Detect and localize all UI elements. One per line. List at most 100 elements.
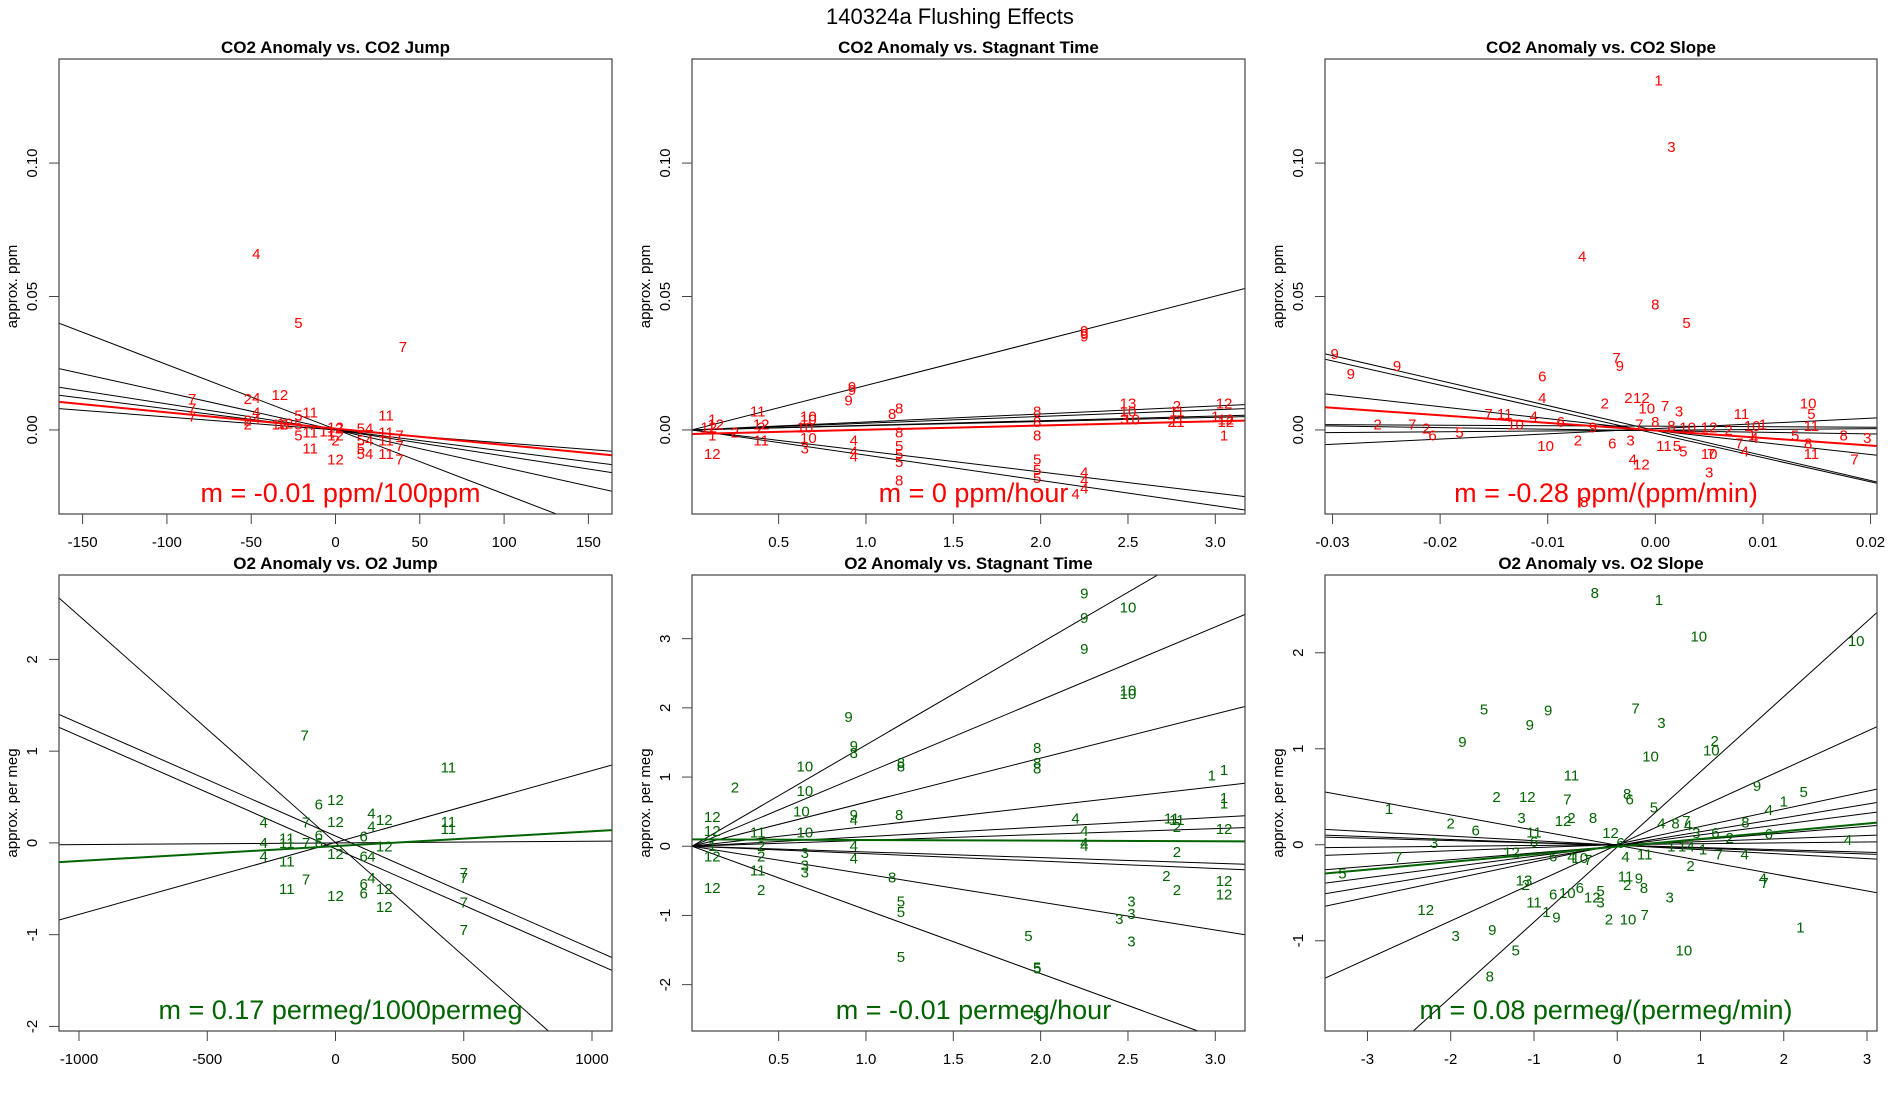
data-point-label: 8 [897,759,905,776]
data-point-label: 5 [895,438,903,455]
data-point-label: 5 [294,315,302,332]
data-point-label: 8 [888,406,896,423]
data-point-label: 9 [1080,326,1088,343]
data-point-label: 4 [850,433,858,450]
x-tick-label: 1.5 [943,534,964,551]
x-tick-label: 0.01 [1748,534,1777,551]
data-point-label: 4 [1071,811,1079,828]
data-point-label: 4 [252,390,260,407]
data-point-label: 5 [1033,959,1041,976]
cycle-fit-line [692,429,1245,511]
overall-fit-line [692,419,1245,435]
data-point-label: 8 [1651,297,1659,314]
cycle-fit-line [692,613,1245,847]
data-point-label: 5 [357,446,365,463]
x-tick-label: 1.0 [856,534,877,551]
data-point-label: 11 [441,814,457,831]
data-point-label: 8 [897,755,905,772]
data-point-label: 6 [360,876,368,893]
data-point-label: 12 [1633,390,1650,407]
data-point-label: 8 [1033,427,1041,444]
y-tick-label: 0.05 [24,282,41,311]
data-point-label: 7 [395,427,403,444]
y-axis-label: approx. ppm [637,245,654,328]
y-tick-label: -1 [1290,934,1307,947]
cycle-fit-line [1412,612,1877,1031]
overall-fit-line [1325,406,1877,447]
data-point-label: 12 [272,387,289,404]
data-point-label: 5 [1596,883,1604,900]
y-tick-label: 0.10 [1290,148,1307,177]
data-point-label: 4 [1657,816,1665,833]
data-point-label: 11 [279,835,295,852]
x-tick-label: -1000 [60,1051,98,1068]
x-tick-label: -0.03 [1315,534,1349,551]
data-point-label: 3 [1115,911,1123,928]
data-point-label: 6 [360,828,368,845]
data-point-label: 2 [1710,733,1718,750]
data-point-label: 11 [302,405,318,422]
data-point-label: 7 [1584,852,1592,869]
cycle-fit-line [1325,828,1877,860]
data-point-label: 5 [1679,443,1687,460]
x-tick-label: 3.0 [1205,1051,1226,1068]
x-tick-label: 500 [451,1051,476,1068]
data-point-label: 2 [244,391,252,408]
cycle-fit-line [692,845,1245,871]
data-point-label: 8 [888,869,896,886]
data-point-label: 6 [1538,369,1546,386]
data-point-label: 10 [1571,850,1588,867]
data-point-label: 9 [1331,346,1339,363]
panel-title: CO2 Anomaly vs. CO2 Slope [1486,38,1716,57]
data-point-label: 2 [1173,844,1181,861]
data-point-label: 12 [1216,873,1233,890]
plot-frame [691,58,1246,515]
data-point-label: 12 [376,839,393,856]
cycle-fit-line [1325,425,1877,435]
overall-fit-line [692,838,1245,843]
data-point-label: 4 [850,812,858,829]
cycle-fit-line [1325,393,1877,456]
data-point-label: 7 [460,922,468,939]
x-tick-label: 3 [1863,1051,1871,1068]
overall-fit-line [59,829,612,864]
cycle-fit-line [1325,358,1877,484]
data-point-label: 5 [1033,961,1041,978]
cycle-fit-line [692,429,1245,498]
data-point-label: 7 [188,401,196,418]
data-point-label: 11 [378,446,394,463]
cycle-fit-line [692,845,1199,1031]
data-point-label: 10 [793,804,810,821]
x-tick-label: 150 [576,534,601,551]
data-point-label: 10 [1703,743,1720,760]
data-point-label: 3 [801,845,809,862]
slope-annotation: m = 0.17 permeg/1000permeg [159,995,523,1025]
data-point-label: 10 [796,824,813,841]
slope-annotation: m = -0.01 permeg/hour [836,995,1111,1025]
cycle-fit-line [59,840,612,846]
data-point-label: 9 [850,738,858,755]
data-point-label: 8 [1651,414,1659,431]
x-tick-label: 1 [1696,1051,1704,1068]
data-point-label: 9 [1458,734,1466,751]
y-tick-label: -2 [657,978,674,991]
data-point-label: 7 [302,872,310,889]
y-tick-label: 0 [24,839,41,847]
data-point-label: 9 [1488,922,1496,939]
data-point-label: 7 [1661,398,1669,415]
data-point-label: 11 [279,830,295,847]
data-point-label: 7 [1735,435,1743,452]
slope-annotation: m = 0.08 permeg/(permeg/min) [1420,995,1793,1025]
data-point-label: 4 [252,411,260,428]
data-point-label: 8 [1486,968,1494,985]
data-point-label: 10 [1120,683,1137,700]
panel-title: CO2 Anomaly vs. CO2 Jump [221,38,450,57]
data-point-label: 7 [1641,907,1649,924]
data-point-label: 8 [1741,815,1749,832]
data-point-label: 8 [1033,740,1041,757]
data-point-label: 8 [850,745,858,762]
data-point-label: 9 [1552,910,1560,927]
